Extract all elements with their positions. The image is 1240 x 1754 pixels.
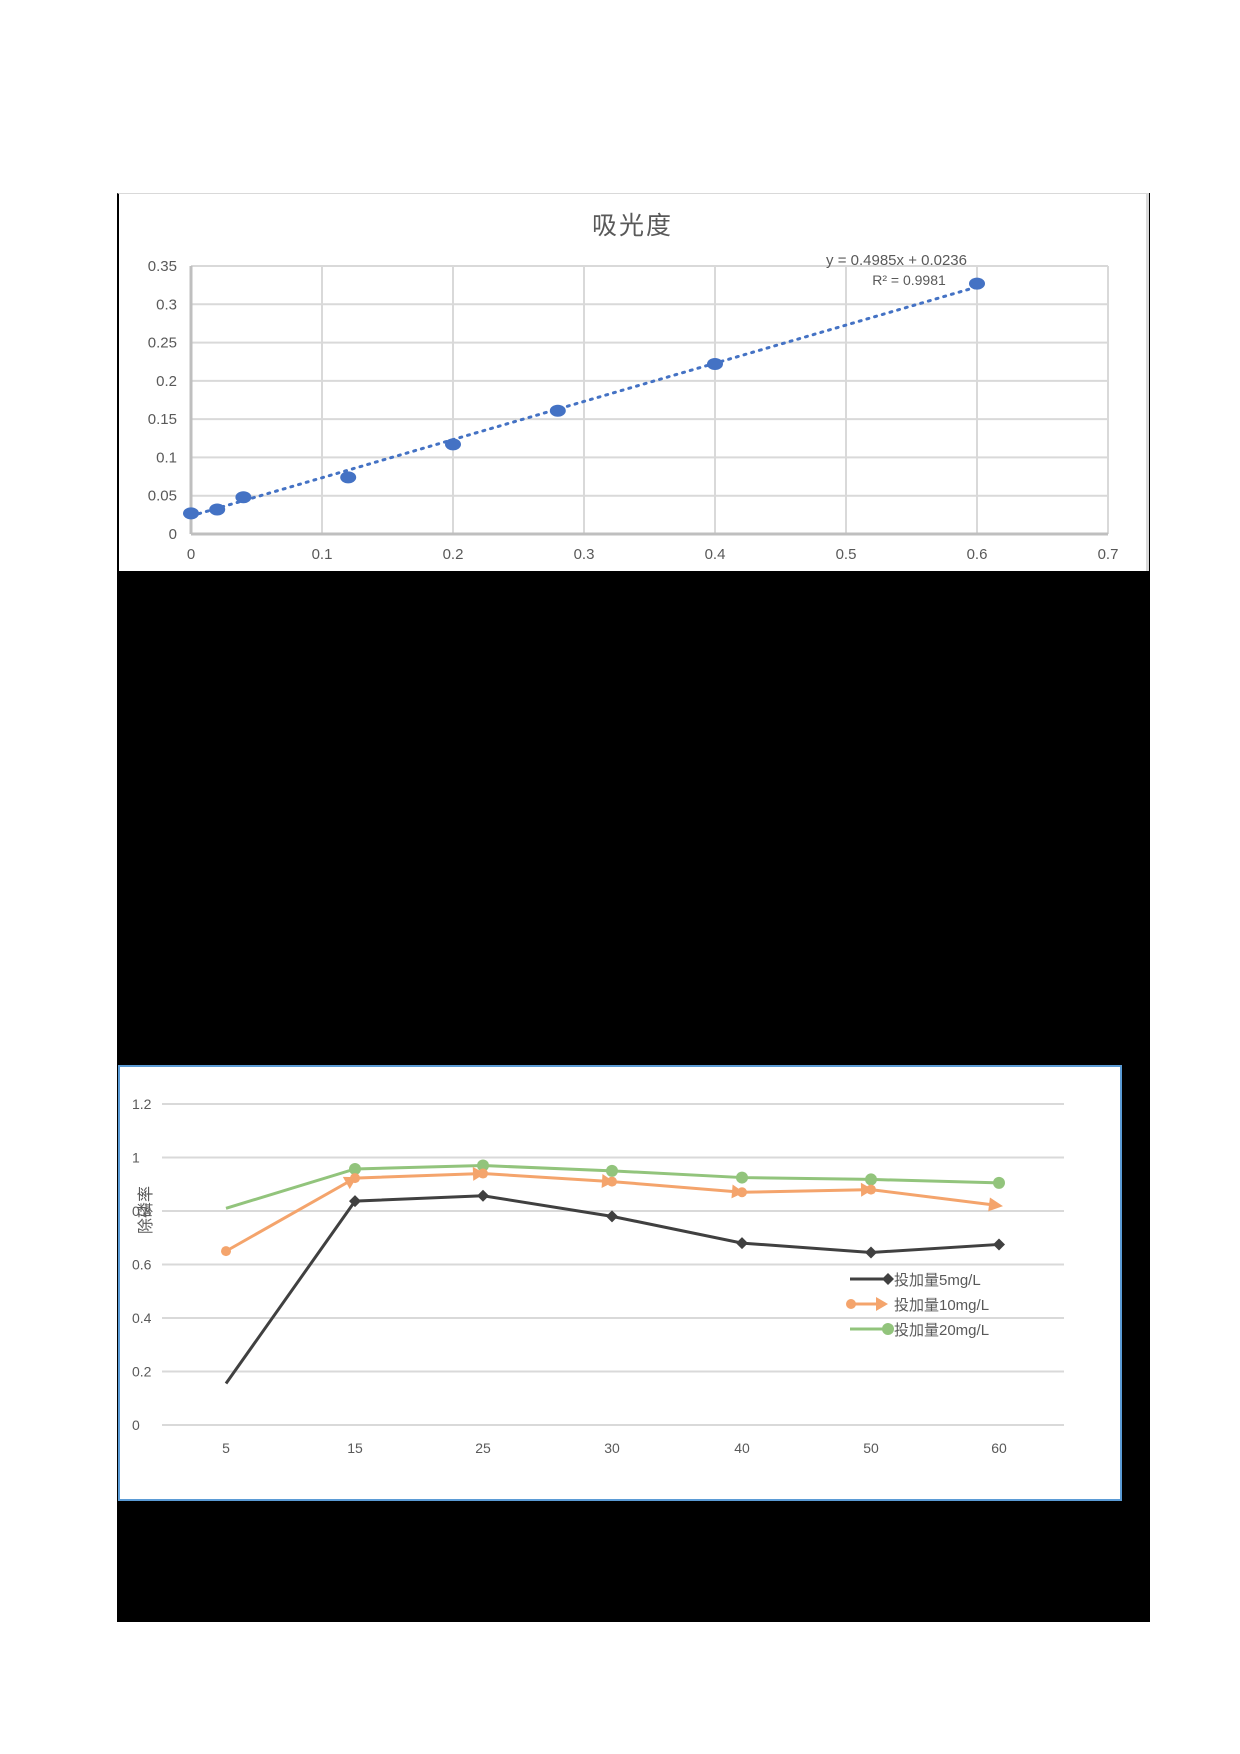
x-tick-label: 0.3	[574, 546, 595, 563]
y-tick-label: 0.2	[156, 373, 177, 390]
absorbance-plot: 0 0.05 0.1 0.15 0.2 0.25 0.3 0.35 0 0.1 0.2 0.3 0.4 0…	[148, 252, 1119, 563]
data-point	[969, 277, 985, 290]
y-tick-label: 0	[132, 1417, 140, 1433]
y-tick-label: 0.2	[132, 1364, 152, 1380]
y-tick-label: 0.1	[156, 449, 177, 466]
y-axis-title: 除磷率	[137, 1186, 155, 1234]
data-point	[183, 507, 199, 520]
chart-title: 吸光度	[591, 211, 673, 240]
x-tick-label: 0	[187, 546, 195, 563]
trendline	[189, 285, 979, 518]
data-point	[340, 471, 357, 484]
removal-rate-plot: 0 0.2 0.4 0.6 0.8 1 1.2 5 15 25 30 40 50 60 除磷率投加量5mg/…	[132, 1096, 1064, 1456]
y-tick-label: 0.35	[148, 258, 177, 275]
absorbance-chart: 吸光度 0 0.05 0.1 0.15 0.2 0.25 0.3 0.35 0 0.1 0.2 0.3…	[117, 193, 1149, 571]
x-tick-label: 0.7	[1098, 546, 1119, 563]
series-line	[225, 1159, 1005, 1210]
y-tick-label: 0.15	[148, 411, 177, 428]
svg-text:投加量5mg/L: 投加量5mg/L	[894, 1272, 981, 1289]
x-tick-label: 0.6	[967, 546, 988, 563]
data-point	[235, 491, 252, 504]
y-tick-label: 0.6	[132, 1257, 152, 1273]
y-tick-label: 0.05	[148, 488, 177, 505]
series-line	[224, 1189, 1005, 1385]
y-tick-label: 0	[169, 526, 177, 543]
legend-item: 投加量10mg/L	[846, 1297, 989, 1314]
x-tick-label: 0.4	[705, 546, 726, 563]
legend-item: 投加量20mg/L	[850, 1322, 989, 1339]
trendline-equation: y = 0.4985x + 0.0236	[826, 252, 967, 269]
x-tick-label: 60	[991, 1440, 1007, 1456]
svg-text:投加量10mg/L: 投加量10mg/L	[894, 1297, 989, 1314]
y-tick-label: 0.3	[156, 296, 177, 313]
r-squared: R² = 0.9981	[872, 272, 946, 288]
y-tick-label: 1.2	[132, 1096, 152, 1112]
y-tick-label: 1	[132, 1150, 140, 1166]
data-point	[549, 404, 566, 417]
legend-item: 投加量5mg/L	[850, 1272, 981, 1289]
svg-text:投加量20mg/L: 投加量20mg/L	[894, 1322, 989, 1339]
x-tick-label: 30	[604, 1440, 620, 1456]
data-point	[445, 438, 461, 451]
x-tick-label: 0.5	[836, 546, 857, 563]
y-tick-label: 0.4	[132, 1310, 152, 1326]
x-tick-label: 50	[863, 1440, 879, 1456]
x-tick-label: 5	[222, 1440, 230, 1456]
x-tick-label: 15	[347, 1440, 363, 1456]
y-tick-label: 0.8	[132, 1203, 152, 1219]
data-point	[209, 503, 226, 516]
x-tick-label: 25	[475, 1440, 491, 1456]
series-line	[221, 1166, 1003, 1257]
data-point	[707, 358, 723, 371]
phosphorus-removal-chart: 0 0.2 0.4 0.6 0.8 1 1.2 5 15 25 30 40 50 60 除磷率投加量5mg/…	[118, 1065, 1122, 1501]
y-tick-label: 0.25	[148, 335, 177, 352]
x-tick-label: 40	[734, 1440, 750, 1456]
x-tick-label: 0.2	[443, 546, 464, 563]
x-tick-label: 0.1	[312, 546, 333, 563]
